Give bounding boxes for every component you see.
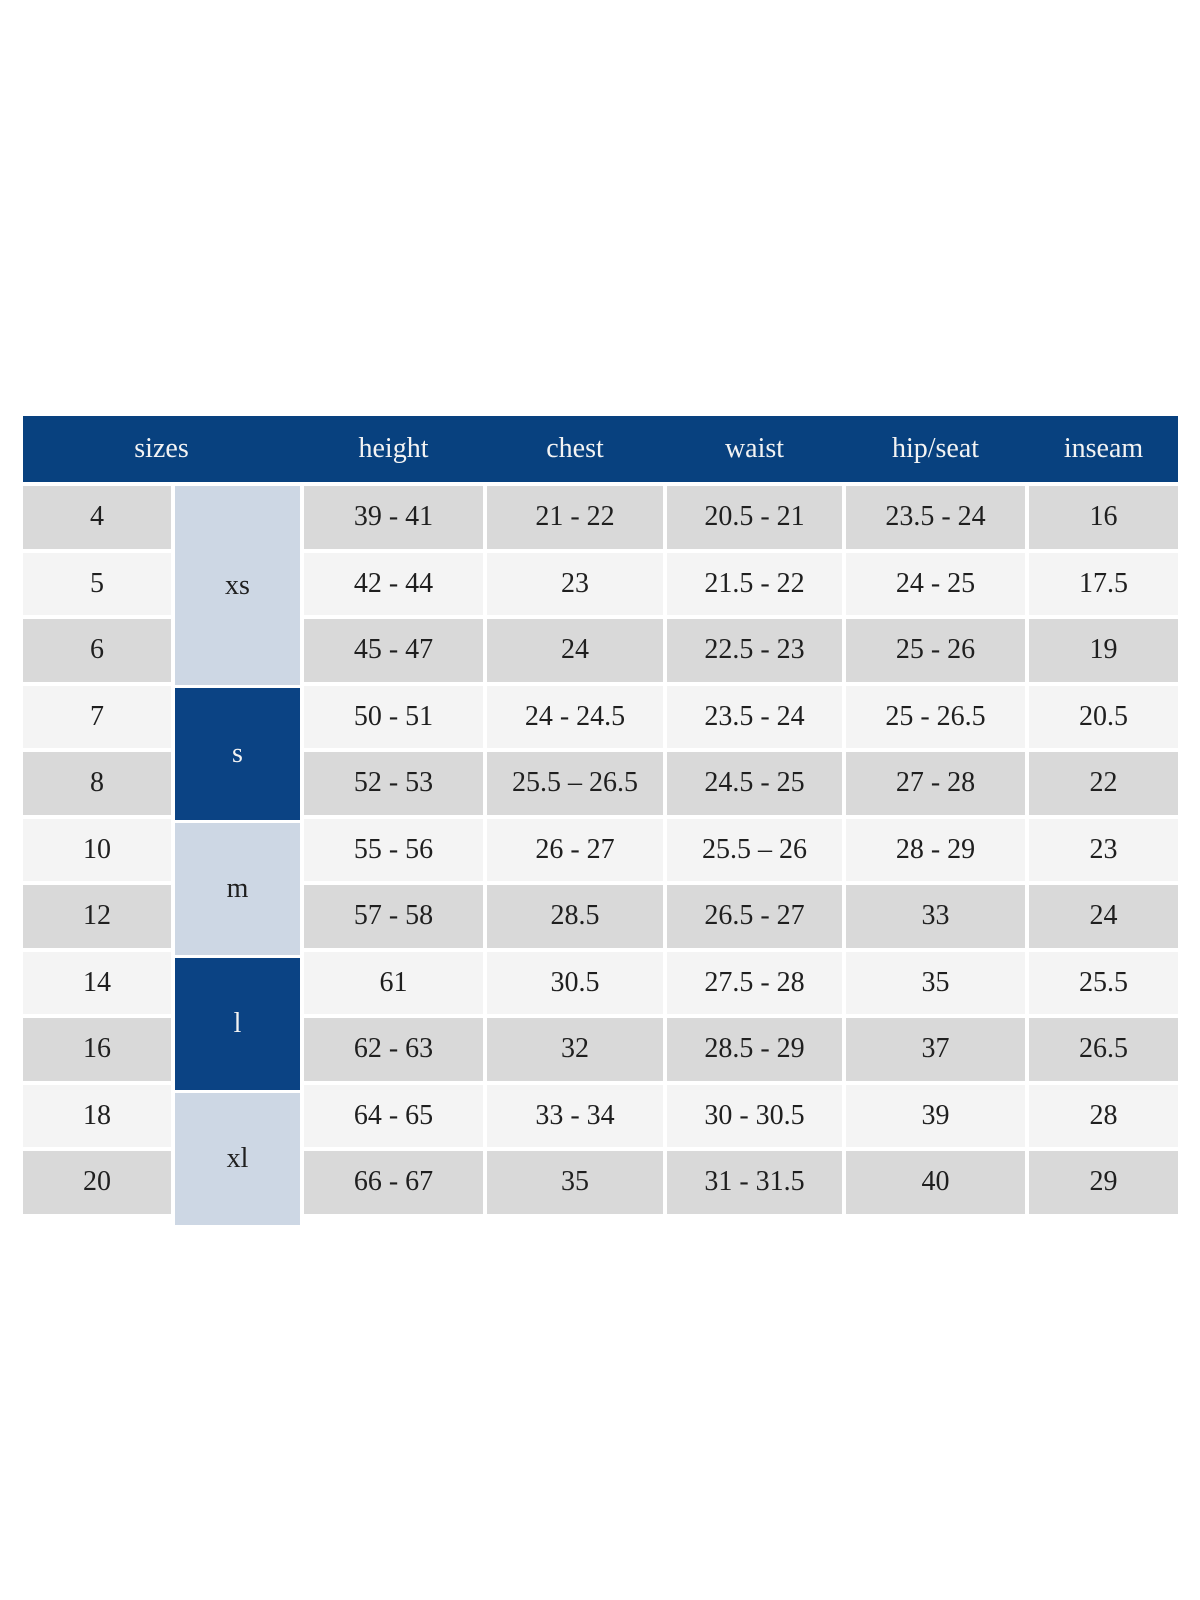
inseam-cell: 16 [1029, 486, 1178, 549]
waist-cell: 27.5 - 28 [667, 951, 842, 1014]
size-number-cell: 14 [23, 951, 171, 1014]
chest-cell: 32 [487, 1018, 663, 1081]
size-number-cell: 4 [23, 486, 171, 549]
table-body: 4 39 - 41 21 - 22 20.5 - 21 23.5 - 24 16 5 42 -… [23, 486, 1178, 1214]
height-cell: 42 - 44 [304, 552, 483, 615]
waist-cell: 20.5 - 21 [667, 486, 842, 549]
waist-cell: 21.5 - 22 [667, 552, 842, 615]
height-cell: 66 - 67 [304, 1151, 483, 1214]
chest-cell: 25.5 – 26.5 [487, 752, 663, 815]
inseam-cell: 22 [1029, 752, 1178, 815]
column-header-chest: chest [546, 433, 604, 464]
height-cell: 50 - 51 [304, 685, 483, 748]
chest-cell: 24 - 24.5 [487, 685, 663, 748]
column-header-inseam: inseam [1063, 433, 1144, 464]
inseam-cell: 19 [1029, 619, 1178, 682]
inseam-cell: 23 [1029, 818, 1178, 881]
waist-cell: 25.5 – 26 [667, 818, 842, 881]
chest-cell: 35 [487, 1151, 663, 1214]
inseam-cell: 26.5 [1029, 1018, 1178, 1081]
hip-seat-cell: 23.5 - 24 [846, 486, 1025, 549]
inseam-cell: 20.5 [1029, 685, 1178, 748]
table-header-row: sizes height chest waist hip/seat inseam [23, 416, 1178, 482]
height-cell: 52 - 53 [304, 752, 483, 815]
height-cell: 61 [304, 951, 483, 1014]
column-header-sizes: sizes [134, 433, 189, 464]
waist-cell: 30 - 30.5 [667, 1084, 842, 1147]
waist-cell: 24.5 - 25 [667, 752, 842, 815]
size-number-cell: 8 [23, 752, 171, 815]
hip-seat-cell: 35 [846, 951, 1025, 1014]
hip-seat-cell: 28 - 29 [846, 818, 1025, 881]
chest-cell: 28.5 [487, 885, 663, 948]
inseam-cell: 17.5 [1029, 552, 1178, 615]
height-cell: 62 - 63 [304, 1018, 483, 1081]
size-number-cell: 16 [23, 1018, 171, 1081]
hip-seat-cell: 37 [846, 1018, 1025, 1081]
size-number-cell: 12 [23, 885, 171, 948]
size-number-cell: 6 [23, 619, 171, 682]
chest-cell: 26 - 27 [487, 818, 663, 881]
column-header-height: height [358, 433, 429, 464]
height-cell: 64 - 65 [304, 1084, 483, 1147]
hip-seat-cell: 27 - 28 [846, 752, 1025, 815]
hip-seat-cell: 33 [846, 885, 1025, 948]
inseam-cell: 28 [1029, 1084, 1178, 1147]
height-cell: 39 - 41 [304, 486, 483, 549]
waist-cell: 31 - 31.5 [667, 1151, 842, 1214]
column-header-waist: waist [724, 433, 785, 464]
chest-cell: 30.5 [487, 951, 663, 1014]
chest-cell: 21 - 22 [487, 486, 663, 549]
inseam-cell: 29 [1029, 1151, 1178, 1214]
hip-seat-cell: 39 [846, 1084, 1025, 1147]
size-group-cell-xl: xl [175, 1093, 300, 1225]
hip-seat-cell: 40 [846, 1151, 1025, 1214]
size-number-cell: 20 [23, 1151, 171, 1214]
size-group-cell-l: l [175, 958, 300, 1090]
hip-seat-cell: 25 - 26.5 [846, 685, 1025, 748]
inseam-cell: 24 [1029, 885, 1178, 948]
size-number-cell: 7 [23, 685, 171, 748]
height-cell: 57 - 58 [304, 885, 483, 948]
size-number-cell: 10 [23, 818, 171, 881]
size-group-cell-m: m [175, 823, 300, 955]
height-cell: 55 - 56 [304, 818, 483, 881]
waist-cell: 23.5 - 24 [667, 685, 842, 748]
inseam-cell: 25.5 [1029, 951, 1178, 1014]
waist-cell: 26.5 - 27 [667, 885, 842, 948]
height-cell: 45 - 47 [304, 619, 483, 682]
column-header-hip-seat: hip/seat [891, 433, 980, 464]
size-group-cell-s: s [175, 688, 300, 820]
chest-cell: 23 [487, 552, 663, 615]
chest-cell: 33 - 34 [487, 1084, 663, 1147]
size-number-cell: 18 [23, 1084, 171, 1147]
hip-seat-cell: 25 - 26 [846, 619, 1025, 682]
hip-seat-cell: 24 - 25 [846, 552, 1025, 615]
waist-cell: 22.5 - 23 [667, 619, 842, 682]
size-group-column: xs s m l xl [175, 486, 300, 1225]
chest-cell: 24 [487, 619, 663, 682]
size-number-cell: 5 [23, 552, 171, 615]
size-group-cell-xs: xs [175, 486, 300, 685]
waist-cell: 28.5 - 29 [667, 1018, 842, 1081]
size-chart-table: sizes height chest waist hip/seat inseam… [23, 416, 1178, 1225]
